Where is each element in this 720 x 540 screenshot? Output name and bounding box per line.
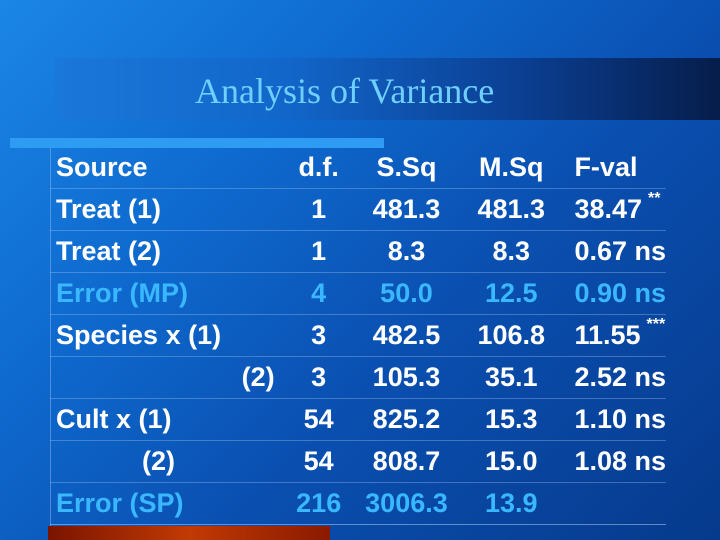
fval-cell: 0.67 ns [562,230,666,273]
ssq-cell: 808.7 [352,440,461,483]
header-ssq: S.Sq [352,147,461,189]
df-cell: 216 [284,482,353,525]
header-fval: F-val [562,147,666,189]
ssq-cell: 8.3 [352,230,461,273]
title-band [55,58,720,120]
fval-value: 11.55 [574,320,641,350]
df-cell: 54 [284,398,353,441]
header-source: Source [50,147,285,189]
table-row: Cult x (1) 54 825.2 15.3 1.10 ns [50,398,666,441]
msq-cell: 15.0 [460,440,563,483]
table-row: Error (MP) 4 50.0 12.5 0.90 ns [50,272,666,315]
ssq-cell: 482.5 [352,314,461,357]
source-cell: (2) [50,356,285,399]
fval-cell: 0.90 ns [562,272,666,315]
fval-cell: 38.47 ** [562,188,666,231]
fval-cell: 2.52 ns [562,356,666,399]
source-cell: Treat (1) [50,188,285,231]
table-row: Treat (2) 1 8.3 8.3 0.67 ns [50,230,666,273]
ssq-cell: 105.3 [352,356,461,399]
table-row: Error (SP) 216 3006.3 13.9 [50,482,666,525]
msq-cell: 106.8 [460,314,563,357]
source-cell: Treat (2) [50,230,285,273]
slide-title: Analysis of Variance [195,71,495,111]
source-cell: (2) [50,440,285,483]
msq-cell: 12.5 [460,272,563,315]
ssq-cell: 825.2 [352,398,461,441]
source-cell: Error (MP) [50,272,285,315]
fval-cell [562,482,666,525]
table-row: (2) 3 105.3 35.1 2.52 ns [50,356,666,399]
fval-cell: 1.10 ns [562,398,666,441]
bottom-accent-bar [48,526,330,540]
ssq-cell: 481.3 [352,188,461,231]
df-cell: 1 [284,230,353,273]
ssq-cell: 50.0 [352,272,461,315]
table-header-row: Source d.f. S.Sq M.Sq F-val [50,147,666,189]
table-row: Treat (1) 1 481.3 481.3 38.47 ** [50,188,666,231]
header-msq: M.Sq [460,147,563,189]
df-cell: 54 [284,440,353,483]
msq-cell: 15.3 [460,398,563,441]
header-df: d.f. [284,147,353,189]
ssq-cell: 3006.3 [352,482,461,525]
msq-cell: 8.3 [460,230,563,273]
msq-cell: 35.1 [460,356,563,399]
msq-cell: 481.3 [460,188,563,231]
fval-cell: 11.55 *** [562,314,666,357]
table-row: Species x (1) 3 482.5 106.8 11.55 *** [50,314,666,357]
fval-value: 38.47 [574,194,643,224]
msq-cell: 13.9 [460,482,563,525]
source-cell: Error (SP) [50,482,285,525]
fval-cell: 1.08 ns [562,440,666,483]
df-cell: 1 [284,188,353,231]
df-cell: 3 [284,356,353,399]
table-row: (2) 54 808.7 15.0 1.08 ns [50,440,666,483]
df-cell: 3 [284,314,353,357]
significance-marker: ** [648,190,661,207]
source-cell: Cult x (1) [50,398,285,441]
anova-table: Source d.f. S.Sq M.Sq F-val Treat (1) 1 … [50,147,666,525]
significance-marker: *** [646,316,666,333]
source-cell: Species x (1) [50,314,285,357]
accent-bar [10,138,384,148]
df-cell: 4 [284,272,353,315]
